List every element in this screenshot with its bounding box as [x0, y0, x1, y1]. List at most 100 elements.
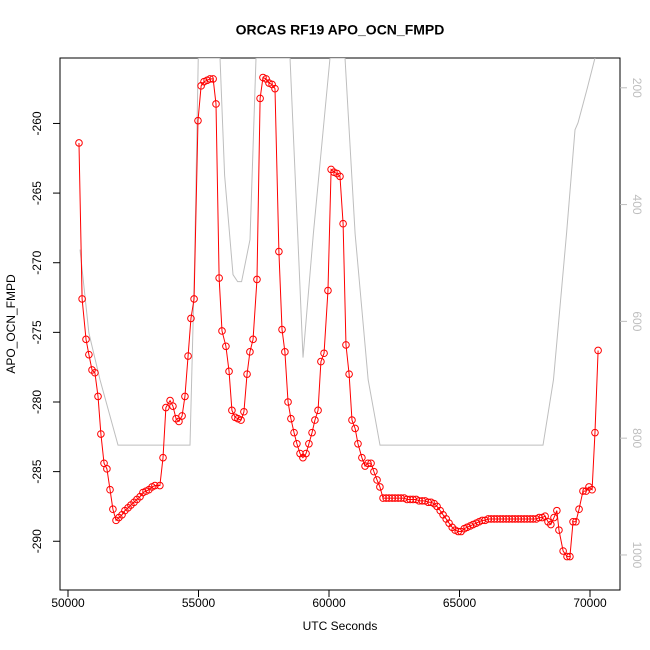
data-point: [484, 515, 493, 523]
data-point: [249, 335, 257, 344]
data-point: [237, 416, 245, 424]
data-point: [290, 428, 298, 437]
data-point: [218, 327, 226, 335]
data-point: [523, 515, 531, 523]
data-point: [502, 515, 511, 523]
data-point: [159, 453, 167, 462]
data-point: [187, 314, 195, 323]
y-tick-label: -290: [30, 529, 44, 553]
data-point: [151, 481, 159, 490]
data-point: [284, 398, 292, 406]
data-point: [493, 515, 501, 523]
data-point: [109, 505, 117, 514]
y-tick-label: -260: [30, 111, 44, 135]
data-point: [354, 439, 362, 448]
y2-tick-label: 200: [630, 78, 644, 98]
data-point: [75, 139, 83, 147]
data-point: [85, 350, 93, 359]
data-point: [175, 417, 183, 426]
data-point: [566, 552, 574, 561]
y-tick-label: -280: [30, 390, 44, 414]
data-point: [271, 84, 279, 93]
data-point: [487, 515, 495, 523]
data-point: [415, 497, 423, 505]
x-tick-label: 55000: [182, 596, 216, 610]
data-point: [324, 286, 332, 295]
data-point: [391, 494, 399, 502]
data-point: [379, 494, 387, 502]
data-point: [376, 483, 384, 491]
chart-title: ORCAS RF19 APO_OCN_FMPD: [236, 22, 445, 38]
data-point: [499, 515, 507, 523]
data-point: [575, 505, 583, 514]
data-point: [358, 453, 366, 462]
data-point: [78, 295, 86, 303]
x-tick-label: 65000: [443, 596, 477, 610]
data-point: [278, 325, 286, 334]
data-point: [388, 494, 396, 502]
data-point: [169, 402, 177, 410]
y-tick-label: -275: [30, 320, 44, 344]
data-point: [403, 495, 411, 504]
data-point: [373, 476, 381, 484]
data-point: [339, 219, 347, 228]
x-axis-label: UTC Seconds: [303, 619, 378, 633]
y-tick-label: -265: [30, 181, 44, 205]
data-point: [517, 515, 525, 523]
data-point: [555, 526, 563, 534]
data-point: [97, 430, 105, 438]
data-point: [184, 352, 192, 360]
data-point: [190, 295, 198, 303]
y2-tick-label: 600: [630, 311, 644, 331]
data-point: [302, 449, 310, 458]
data-point: [364, 459, 372, 468]
data-point: [563, 552, 571, 561]
data-point: [215, 274, 223, 282]
data-point: [579, 487, 587, 495]
data-point: [293, 439, 301, 448]
y-tick-label: -285: [30, 459, 44, 483]
data-point: [225, 367, 233, 376]
data-point: [308, 428, 316, 437]
data-point: [550, 513, 558, 522]
data-point: [253, 275, 261, 284]
data-point: [526, 515, 535, 523]
data-point: [162, 403, 170, 412]
data-point: [106, 485, 114, 494]
data-point: [240, 407, 248, 416]
y2-tick-label: 800: [630, 428, 644, 448]
data-point: [246, 348, 254, 356]
data-point: [454, 527, 463, 536]
data-point: [243, 370, 251, 378]
y-axis-label: APO_OCN_FMPD: [4, 274, 18, 374]
data-point: [572, 517, 580, 526]
data-point: [103, 465, 111, 473]
y-tick-label: -270: [30, 250, 44, 274]
y2-tick-label: 400: [630, 195, 644, 215]
data-point: [212, 100, 220, 108]
data-point: [317, 357, 325, 366]
data-point: [594, 346, 602, 355]
data-point: [394, 494, 402, 502]
y2-tick-label: 1000: [630, 542, 644, 569]
data-point: [91, 368, 99, 377]
data-point: [520, 515, 529, 523]
data-point: [206, 75, 214, 83]
data-point: [591, 428, 599, 437]
data-point: [505, 515, 513, 523]
data-point: [569, 517, 577, 526]
data-point: [228, 406, 236, 415]
data-point: [281, 348, 289, 356]
data-point: [382, 494, 390, 502]
data-point: [348, 416, 356, 424]
data-point: [311, 416, 319, 424]
data-point: [336, 172, 344, 181]
data-point: [320, 349, 328, 358]
data-point: [314, 406, 322, 415]
data-point: [496, 515, 505, 523]
x-tick-label: 50000: [51, 596, 85, 610]
data-point: [275, 247, 283, 256]
data-point: [508, 515, 517, 523]
